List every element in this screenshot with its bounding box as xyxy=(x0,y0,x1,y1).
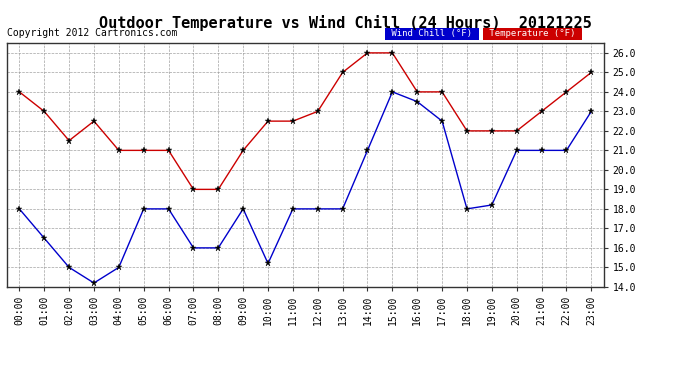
Text: Wind Chill (°F): Wind Chill (°F) xyxy=(386,29,477,38)
Text: Temperature (°F): Temperature (°F) xyxy=(484,29,581,38)
Text: Copyright 2012 Cartronics.com: Copyright 2012 Cartronics.com xyxy=(7,28,177,38)
Text: Outdoor Temperature vs Wind Chill (24 Hours)  20121225: Outdoor Temperature vs Wind Chill (24 Ho… xyxy=(99,15,591,31)
